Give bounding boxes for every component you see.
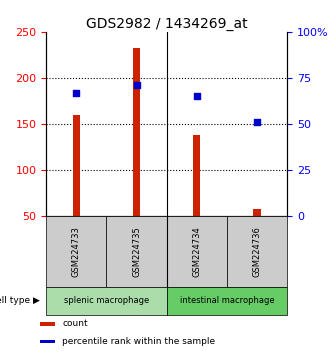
Text: intestinal macrophage: intestinal macrophage bbox=[180, 296, 274, 306]
Text: cell type ▶: cell type ▶ bbox=[0, 296, 40, 306]
Point bbox=[194, 93, 199, 99]
Bar bbox=[40, 340, 55, 343]
Text: splenic macrophage: splenic macrophage bbox=[64, 296, 149, 306]
Text: count: count bbox=[62, 319, 88, 329]
Point bbox=[254, 119, 260, 125]
Bar bbox=[46, 287, 167, 315]
Text: GSM224735: GSM224735 bbox=[132, 226, 141, 277]
Text: GSM224736: GSM224736 bbox=[252, 226, 261, 277]
Bar bbox=[40, 322, 55, 326]
Bar bbox=[167, 216, 227, 287]
Bar bbox=[46, 216, 106, 287]
Bar bbox=[253, 210, 261, 216]
Bar bbox=[227, 216, 287, 287]
Text: GSM224733: GSM224733 bbox=[72, 226, 81, 277]
Point bbox=[74, 90, 79, 96]
Text: percentile rank within the sample: percentile rank within the sample bbox=[62, 337, 215, 346]
Bar bbox=[193, 135, 200, 216]
Bar bbox=[133, 48, 140, 216]
Bar bbox=[73, 115, 80, 216]
Point bbox=[134, 82, 139, 88]
Text: GSM224734: GSM224734 bbox=[192, 226, 201, 277]
Bar bbox=[106, 216, 167, 287]
Title: GDS2982 / 1434269_at: GDS2982 / 1434269_at bbox=[86, 17, 248, 31]
Bar bbox=[167, 287, 287, 315]
